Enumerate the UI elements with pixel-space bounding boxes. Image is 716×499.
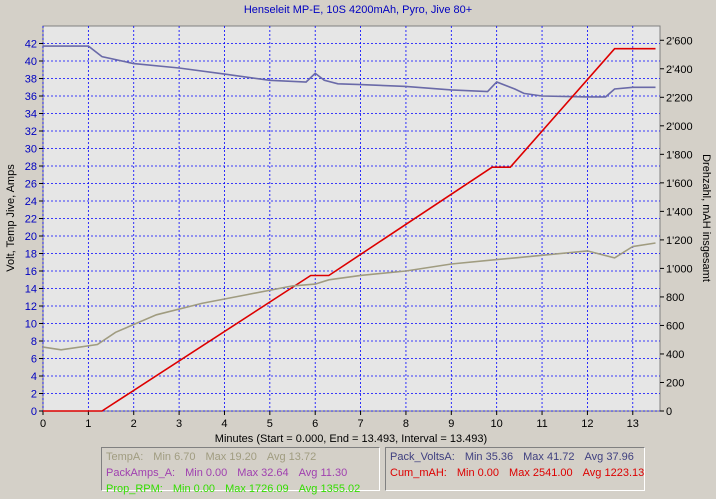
legend-max: Max 19.20	[205, 451, 257, 463]
legend-min: Min 35.36	[464, 451, 514, 463]
legend-avg: Avg 1223.13	[582, 467, 645, 479]
right-tick-label: 1'000	[666, 263, 693, 275]
right-tick-label: 1'600	[666, 178, 693, 190]
left-tick-label: 40	[25, 56, 37, 68]
x-tick-label: 5	[267, 418, 273, 430]
series-line-Pack_VoltsA	[43, 45, 656, 98]
x-tick-label: 3	[176, 418, 182, 430]
legend-min: Min 0.00	[185, 467, 228, 479]
right-tick-label: 1'800	[666, 149, 693, 161]
legend-series-name: TempA:	[106, 451, 144, 463]
series	[42, 45, 656, 412]
left-tick-label: 24	[25, 196, 37, 208]
legend-entry: Cum_mAH: Min 0.00 Max 2541.00 Avg 1223.13	[390, 465, 644, 481]
legend-avg: Avg 37.96	[584, 451, 634, 463]
left-tick-label: 10	[25, 319, 37, 331]
x-tick-label: 11	[536, 418, 547, 430]
left-tick-label: 6	[31, 354, 37, 366]
left-tick-label: 2	[31, 389, 37, 401]
legend-entry: Prop_RPM: Min 0.00 Max 1726.09 Avg 1355.02	[106, 481, 375, 497]
left-tick-label: 32	[25, 126, 37, 138]
legend-avg: Avg 11.30	[298, 467, 348, 479]
x-tick-label: 1	[85, 418, 91, 430]
right-axis: 0 200 400 600 800 1'000 1'200 1'400 1'600 1'800 2'…	[660, 35, 693, 418]
x-tick-label: 9	[448, 418, 454, 430]
right-tick-label: 800	[666, 292, 684, 304]
right-tick-label: 2'000	[666, 121, 693, 133]
left-tick-label: 4	[31, 371, 37, 383]
left-tick-label: 26	[25, 179, 37, 191]
legend-avg: Avg 1355.02	[298, 483, 361, 495]
legend-series-name: PackAmps_A:	[106, 467, 176, 479]
left-tick-label: 30	[25, 144, 37, 156]
left-tick-label: 12	[25, 301, 37, 313]
right-tick-label: 1'400	[666, 206, 693, 218]
legend-entry: PackAmps_A: Min 0.00 Max 32.64 Avg 11.30	[106, 465, 375, 481]
legend-series-name: Pack_VoltsA:	[390, 451, 455, 463]
legend-avg: Avg 13.72	[266, 451, 317, 463]
right-tick-label: 600	[666, 320, 684, 332]
left-tick-label: 28	[25, 161, 37, 173]
right-tick-label: 400	[666, 349, 684, 361]
chart-title: Henseleit MP-E, 10S 4200mAh, Pyro, Jive …	[244, 4, 472, 16]
legend-max: Max 2541.00	[509, 467, 573, 479]
y-axis-right-label: Drehzahl, mAH insgesamt	[700, 154, 712, 282]
legend-left: TempA: Min 6.70 Max 19.20 Avg 13.72 PackAmps…	[101, 447, 380, 495]
left-tick-label: 20	[25, 231, 37, 243]
left-tick-label: 14	[25, 284, 37, 296]
left-tick-label: 18	[25, 249, 37, 261]
x-tick-label: 12	[581, 418, 593, 430]
legend-entry: Pack_VoltsA: Min 35.36 Max 41.72 Avg 37.96	[390, 449, 640, 465]
legend-right: Pack_VoltsA: Min 35.36 Max 41.72 Avg 37.96 C…	[385, 447, 645, 491]
left-tick-label: 34	[25, 109, 37, 121]
legend-max: Max 1726.09	[225, 483, 289, 495]
right-tick-label: 1'200	[666, 235, 693, 247]
legend-entry: TempA: Min 6.70 Max 19.20 Avg 13.72	[106, 449, 375, 465]
x-tick-label: 0	[40, 418, 46, 430]
x-tick-label: 13	[627, 418, 639, 430]
x-axis-label: Minutes (Start = 0.000, End = 13.493, In…	[215, 433, 487, 445]
right-tick-label: 0	[666, 406, 672, 418]
legend-series-name: Prop_RPM:	[106, 483, 163, 495]
legend-max: Max 32.64	[237, 467, 289, 479]
x-tick-label: 8	[403, 418, 409, 430]
left-tick-label: 22	[25, 214, 37, 226]
left-tick-label: 16	[25, 266, 37, 278]
left-tick-label: 42	[25, 39, 37, 51]
x-tick-label: 4	[221, 418, 227, 430]
right-tick-label: 2'600	[666, 35, 693, 47]
x-tick-label: 10	[491, 418, 503, 430]
legend-max: Max 41.72	[523, 451, 575, 463]
left-tick-label: 38	[25, 74, 37, 86]
legend-min: Min 6.70	[153, 451, 196, 463]
right-tick-label: 2'400	[666, 64, 693, 76]
x-tick-label: 7	[358, 418, 364, 430]
series-line-Cum_mAH	[43, 47, 656, 412]
x-tick-label: 6	[312, 418, 318, 430]
legend-series-name: Cum_mAH:	[390, 467, 447, 479]
x-axis: 0 1 2 3 4 5 6 7 8 9 10 11 12 13	[40, 411, 639, 430]
x-tick-label: 2	[131, 418, 137, 430]
right-tick-label: 200	[666, 377, 684, 389]
left-tick-label: 8	[31, 336, 37, 348]
left-tick-label: 36	[25, 91, 37, 103]
series-line-TempA	[42, 242, 656, 351]
right-tick-label: 2'200	[666, 92, 693, 104]
legend-min: Min 0.00	[172, 483, 216, 495]
left-tick-label: 0	[31, 406, 37, 418]
y-axis-left-label: Volt, Temp Jive, Amps	[5, 164, 17, 272]
legend-min: Min 0.00	[456, 467, 500, 479]
